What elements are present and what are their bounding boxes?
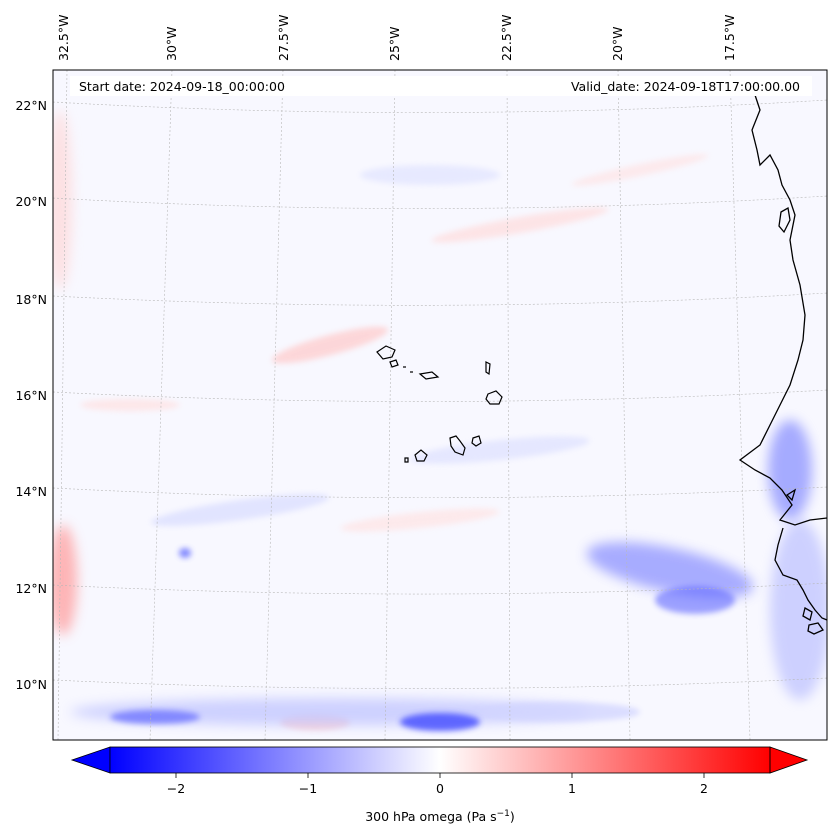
start-date-text: Start date: 2024-09-18_00:00:00 [79,79,285,94]
colorbar-tick-label: 2 [700,781,708,796]
lon-label: 30°W [164,26,179,61]
map-panel: Start date: 2024-09-18_00:00:00 Valid_da… [52,69,828,741]
lat-label: 14°N [15,484,47,499]
lon-label: 20°W [610,26,625,61]
colorbar: −2 −1 0 1 2 300 hPa omega (Pa s−1) [70,746,809,824]
lon-labels: 32.5°W 30°W 27.5°W 25°W 22.5°W 20°W 17.5… [56,15,737,61]
header-strip [70,76,812,96]
lon-label: 32.5°W [56,15,71,61]
colorbar-tick-label: −2 [167,781,185,796]
lat-label: 18°N [15,292,47,307]
lat-label: 12°N [15,581,47,596]
colorbar-extend-min [70,746,111,774]
lon-label: 22.5°W [499,15,514,61]
map-frame [52,69,828,741]
omega-field [53,110,827,731]
cape-verde-islands [376,345,503,463]
lat-label: 10°N [15,677,47,692]
lat-label: 20°N [15,194,47,209]
valid-date-text: Valid_date: 2024-09-18T17:00:00.00 [571,79,800,94]
lon-label: 17.5°W [722,15,737,61]
colorbar-tick-label: −1 [299,781,317,796]
lon-label: 27.5°W [276,15,291,61]
lat-label: 16°N [15,388,47,403]
lat-labels: 22°N 20°N 18°N 16°N 14°N 12°N 10°N [15,98,47,692]
colorbar-extend-max [769,746,809,774]
colorbar-label: 300 hPa omega (Pa s−1) [365,809,515,824]
colorbar-tick-label: 1 [568,781,576,796]
coastline [738,94,827,635]
colorbar-gradient [110,747,770,773]
lat-label: 22°N [15,98,47,113]
colorbar-tick-label: 0 [436,781,444,796]
lon-label: 25°W [387,26,402,61]
colorbar-ticks: −2 −1 0 1 2 [167,773,708,796]
